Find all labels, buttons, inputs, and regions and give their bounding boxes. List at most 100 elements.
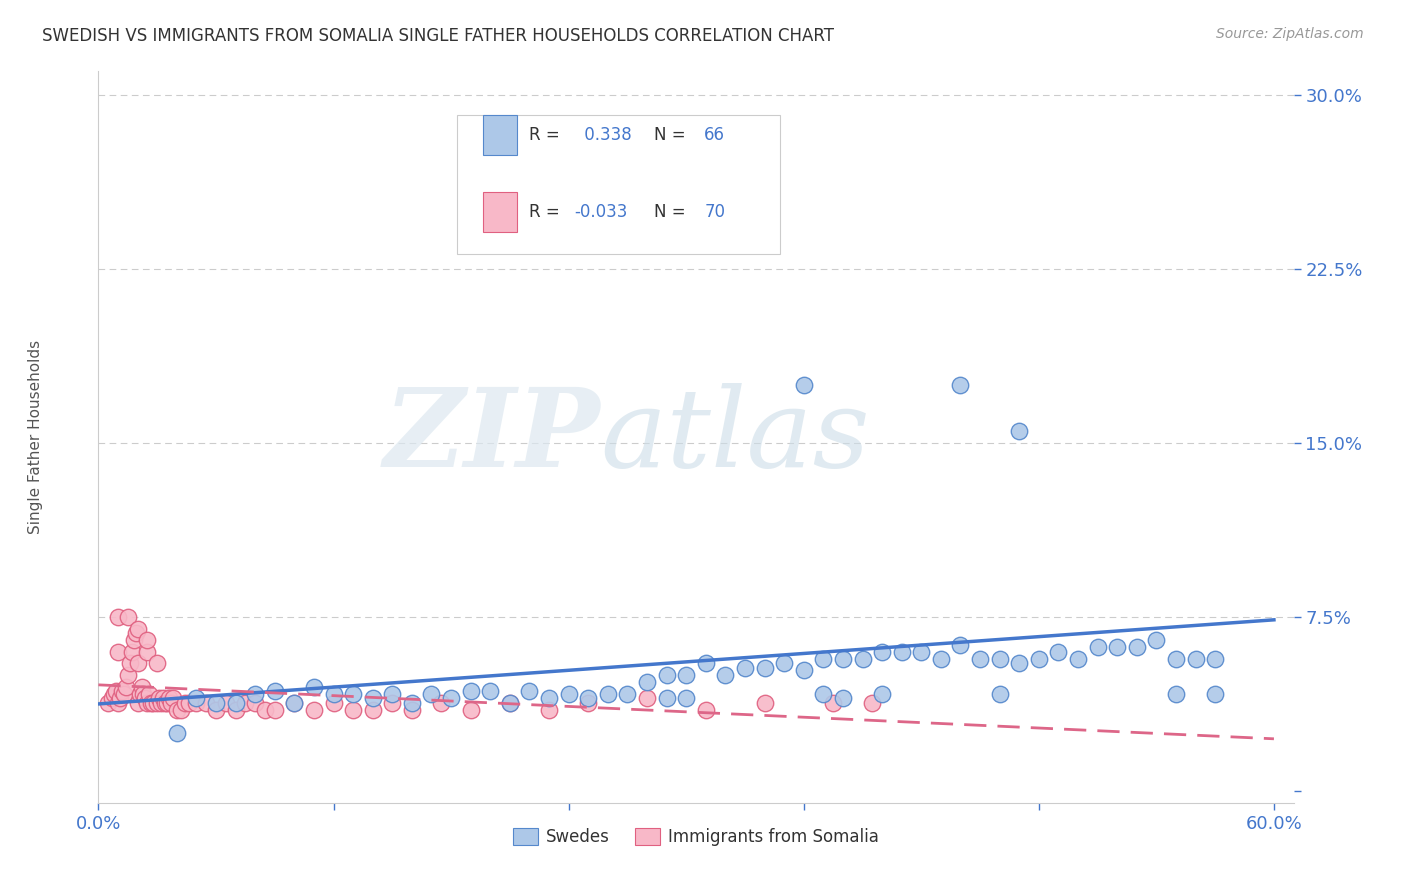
- Point: [773, 657, 796, 671]
- Point: [302, 680, 325, 694]
- Point: [253, 703, 276, 717]
- Point: [342, 703, 364, 717]
- Point: [122, 633, 145, 648]
- Point: [342, 687, 364, 701]
- Point: [136, 696, 159, 710]
- Point: [1164, 687, 1187, 701]
- Point: [195, 696, 218, 710]
- Point: [112, 687, 135, 701]
- Point: [283, 696, 305, 710]
- Point: [988, 652, 1011, 666]
- Point: [322, 696, 344, 710]
- Text: R =: R =: [529, 127, 565, 145]
- Point: [793, 377, 815, 392]
- Text: N =: N =: [654, 127, 690, 145]
- Point: [1028, 652, 1050, 666]
- Point: [361, 691, 384, 706]
- Point: [576, 691, 599, 706]
- Point: [235, 696, 257, 710]
- Point: [107, 645, 129, 659]
- Point: [890, 645, 912, 659]
- Point: [131, 680, 153, 694]
- Point: [734, 661, 756, 675]
- Point: [460, 703, 482, 717]
- Point: [1008, 657, 1031, 671]
- Point: [655, 691, 678, 706]
- Point: [636, 675, 658, 690]
- Text: -0.033: -0.033: [574, 203, 627, 221]
- Text: 0.338: 0.338: [579, 127, 631, 145]
- Text: atlas: atlas: [600, 384, 870, 491]
- Point: [105, 684, 128, 698]
- Point: [118, 657, 141, 671]
- Point: [636, 691, 658, 706]
- Point: [115, 680, 138, 694]
- Point: [186, 696, 208, 710]
- Point: [440, 691, 463, 706]
- Point: [695, 657, 717, 671]
- Point: [1008, 424, 1031, 438]
- Point: [401, 703, 423, 717]
- Point: [157, 691, 180, 706]
- Point: [988, 687, 1011, 701]
- Point: [381, 696, 404, 710]
- Point: [103, 687, 125, 701]
- Point: [381, 687, 404, 701]
- Point: [97, 696, 120, 710]
- Text: N =: N =: [654, 203, 690, 221]
- Point: [108, 691, 131, 706]
- Point: [823, 696, 845, 710]
- Point: [127, 657, 149, 671]
- Point: [128, 687, 150, 701]
- Point: [537, 691, 560, 706]
- Point: [283, 696, 305, 710]
- Point: [949, 377, 972, 392]
- Point: [949, 638, 972, 652]
- Point: [117, 668, 139, 682]
- Point: [215, 696, 238, 710]
- Point: [138, 687, 160, 701]
- Point: [754, 696, 776, 710]
- Point: [162, 691, 184, 706]
- Point: [243, 687, 266, 701]
- Point: [302, 703, 325, 717]
- Point: [1164, 652, 1187, 666]
- Point: [225, 703, 247, 717]
- Point: [420, 687, 443, 701]
- Text: 70: 70: [704, 203, 725, 221]
- Point: [430, 696, 453, 710]
- FancyBboxPatch shape: [484, 192, 517, 232]
- Point: [127, 622, 149, 636]
- Point: [1144, 633, 1167, 648]
- Text: ZIP: ZIP: [384, 384, 600, 491]
- Point: [537, 703, 560, 717]
- Point: [148, 691, 170, 706]
- Point: [322, 687, 344, 701]
- Point: [117, 610, 139, 624]
- Point: [616, 687, 638, 701]
- Point: [499, 696, 522, 710]
- Point: [754, 661, 776, 675]
- Point: [136, 645, 159, 659]
- Point: [910, 645, 932, 659]
- Point: [146, 696, 169, 710]
- Point: [557, 687, 579, 701]
- Legend: Swedes, Immigrants from Somalia: Swedes, Immigrants from Somalia: [506, 822, 886, 853]
- Point: [969, 652, 991, 666]
- Point: [205, 696, 228, 710]
- Point: [101, 691, 124, 706]
- Point: [1184, 652, 1206, 666]
- Point: [160, 696, 183, 710]
- Point: [499, 696, 522, 710]
- Point: [1204, 687, 1226, 701]
- Point: [153, 696, 176, 710]
- Point: [170, 703, 193, 717]
- Point: [225, 696, 247, 710]
- Text: Source: ZipAtlas.com: Source: ZipAtlas.com: [1216, 27, 1364, 41]
- Point: [134, 691, 156, 706]
- Point: [156, 696, 179, 710]
- Point: [152, 691, 174, 706]
- Point: [1126, 640, 1149, 655]
- Point: [142, 696, 165, 710]
- Point: [121, 645, 143, 659]
